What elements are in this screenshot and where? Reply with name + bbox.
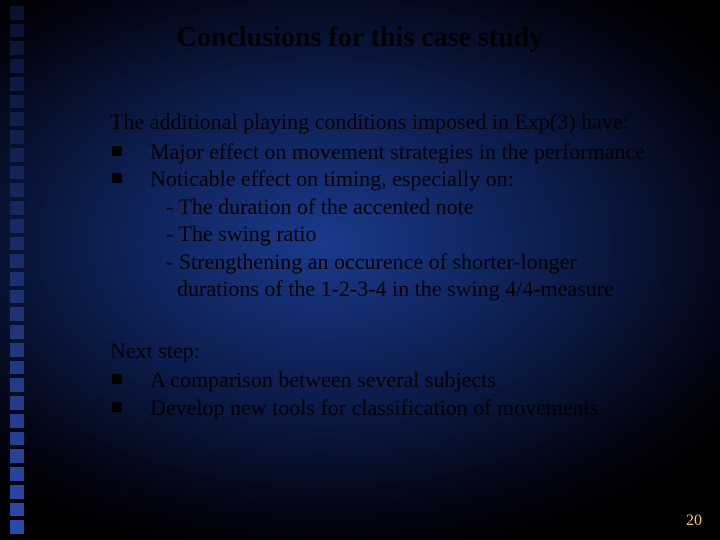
slide-title: Conclusions for this case study (0, 22, 720, 54)
sidebar-square (10, 201, 24, 215)
block1-bullet-1: Major effect on movement strategies in t… (110, 138, 690, 166)
block2-lead: Next step: (110, 337, 690, 365)
block1-sub-4: durations of the 1-2-3-4 in the swing 4/… (166, 275, 690, 303)
sidebar-square (10, 343, 24, 357)
bullet-text: A comparison between several subjects (150, 366, 690, 394)
sidebar-square (10, 166, 24, 180)
block1-sub-3: - Strengthening an occurence of shorter-… (166, 248, 690, 276)
bullet-text: Noticable effect on timing, especially o… (150, 165, 690, 193)
sidebar-square (10, 254, 24, 268)
sidebar-square (10, 148, 24, 162)
sidebar-square (10, 272, 24, 286)
square-bullet-icon (112, 146, 122, 156)
block2-bullet-2: Develop new tools for classification of … (110, 394, 690, 422)
sidebar-square (10, 183, 24, 197)
block1-lead: The additional playing conditions impose… (110, 108, 690, 136)
decorative-sidebar (6, 6, 28, 534)
sidebar-square (10, 325, 24, 339)
page-number: 20 (686, 512, 702, 530)
sidebar-square (10, 219, 24, 233)
sidebar-square (10, 95, 24, 109)
sidebar-square (10, 520, 24, 534)
sidebar-square (10, 130, 24, 144)
block1-sub-1: - The duration of the accented note (166, 193, 690, 221)
sidebar-square (10, 503, 24, 517)
slide: Conclusions for this case study The addi… (0, 0, 720, 540)
sidebar-square (10, 378, 24, 392)
square-bullet-icon (112, 402, 122, 412)
sidebar-square (10, 112, 24, 126)
spacer (110, 303, 690, 337)
block1-sub-2: - The swing ratio (166, 220, 690, 248)
sidebar-square (10, 467, 24, 481)
sidebar-square (10, 237, 24, 251)
sidebar-square (10, 485, 24, 499)
square-bullet-icon (112, 173, 122, 183)
block2-bullet-1: A comparison between several subjects (110, 366, 690, 394)
sidebar-square (10, 396, 24, 410)
sidebar-square (10, 6, 24, 20)
sidebar-square (10, 59, 24, 73)
sidebar-square (10, 307, 24, 321)
sidebar-square (10, 361, 24, 375)
bullet-text: Major effect on movement strategies in t… (150, 138, 690, 166)
square-bullet-icon (112, 374, 122, 384)
sidebar-square (10, 449, 24, 463)
sidebar-square (10, 414, 24, 428)
sidebar-square (10, 290, 24, 304)
slide-body: The additional playing conditions impose… (110, 108, 690, 421)
block1-bullet-2: Noticable effect on timing, especially o… (110, 165, 690, 193)
sidebar-square (10, 77, 24, 91)
sidebar-square (10, 432, 24, 446)
bullet-text: Develop new tools for classification of … (150, 394, 690, 422)
